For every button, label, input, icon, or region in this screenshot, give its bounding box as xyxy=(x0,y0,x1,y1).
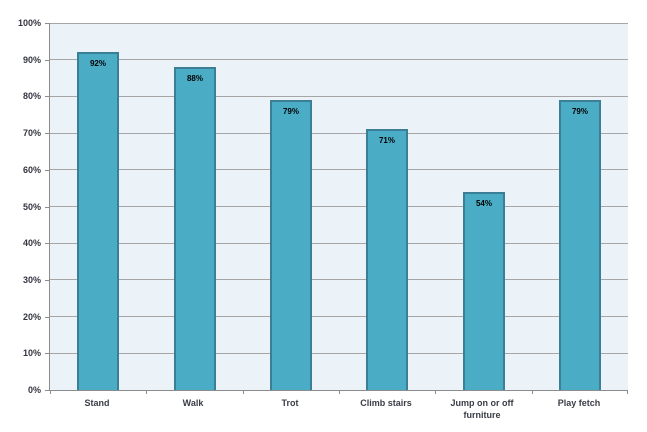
y-axis-tick-label: 30% xyxy=(22,274,41,285)
x-axis-tick xyxy=(243,390,244,394)
y-axis-tick xyxy=(45,353,49,355)
gridline xyxy=(50,279,628,281)
x-axis-tick xyxy=(532,390,533,394)
bar-jump-on-or-off-furniture: 54% xyxy=(463,192,505,390)
bar-trot: 79% xyxy=(270,100,312,390)
x-axis-tick xyxy=(50,390,51,394)
gridline xyxy=(50,132,628,134)
gridline xyxy=(50,352,628,354)
y-axis-tick xyxy=(45,206,49,208)
gridline xyxy=(50,242,628,244)
x-axis-tick xyxy=(339,390,340,394)
x-axis-category-labels: Stand Walk Trot Climb stairs Jump on or off … xyxy=(49,397,627,429)
bar-walk: 88% xyxy=(174,67,216,390)
bar-stand: 92% xyxy=(77,52,119,390)
x-axis-category-label: Jump on or off furniture xyxy=(450,398,514,421)
gridline xyxy=(50,316,628,318)
bar-value-label: 79% xyxy=(282,107,299,116)
bar-value-label: 79% xyxy=(571,107,588,116)
y-axis-tick-label: 20% xyxy=(22,311,41,322)
bar-value-label: 88% xyxy=(186,74,203,83)
y-axis-tick-label: 100% xyxy=(17,18,41,28)
y-axis-tick-label: 80% xyxy=(22,91,41,102)
x-axis-category-label: Trot xyxy=(281,398,299,408)
bar-climb-stairs: 71% xyxy=(366,129,408,390)
bar-play-fetch: 79% xyxy=(559,100,601,390)
y-axis-tick xyxy=(45,169,49,171)
gridline xyxy=(50,23,628,24)
y-axis-tick xyxy=(45,316,49,318)
y-axis-tick-label: 60% xyxy=(22,164,41,175)
bar-value-label: 71% xyxy=(378,136,395,145)
y-axis-tick xyxy=(45,243,49,245)
y-axis-tick xyxy=(45,59,49,61)
y-axis-tick xyxy=(45,23,49,24)
x-axis-tick xyxy=(435,390,436,394)
y-axis-tick xyxy=(45,133,49,135)
gridline xyxy=(50,59,628,61)
plot-area: 92% 88% 79% 71% 54% 79% xyxy=(45,23,628,394)
y-axis-tick xyxy=(45,279,49,281)
x-axis-tick xyxy=(627,390,628,394)
y-axis-tick-label: 0% xyxy=(27,385,41,395)
gridline xyxy=(50,169,628,171)
x-axis-category-label: Climb stairs xyxy=(360,398,412,408)
y-axis-tick-label: 90% xyxy=(22,54,41,65)
gridline xyxy=(50,206,628,207)
x-axis-category-label: Stand xyxy=(84,398,110,408)
bar-value-label: 92% xyxy=(89,59,106,68)
y-axis-tick-labels: 0% 10% 20% 30% 40% 50% 60% 70% 80% 90% 100% xyxy=(0,18,41,395)
y-axis-tick xyxy=(45,390,49,391)
y-axis-tick-label: 40% xyxy=(22,238,41,249)
y-axis-tick-label: 10% xyxy=(22,348,41,359)
x-axis-category-label: Play fetch xyxy=(557,398,601,408)
bar-value-label: 54% xyxy=(475,199,492,208)
x-axis-category-label: Walk xyxy=(182,398,204,408)
x-axis-tick xyxy=(146,390,147,394)
y-axis-tick-label: 50% xyxy=(22,201,41,212)
y-axis-tick-label: 70% xyxy=(22,128,41,139)
y-axis-tick xyxy=(45,96,49,98)
gridline xyxy=(50,95,628,97)
